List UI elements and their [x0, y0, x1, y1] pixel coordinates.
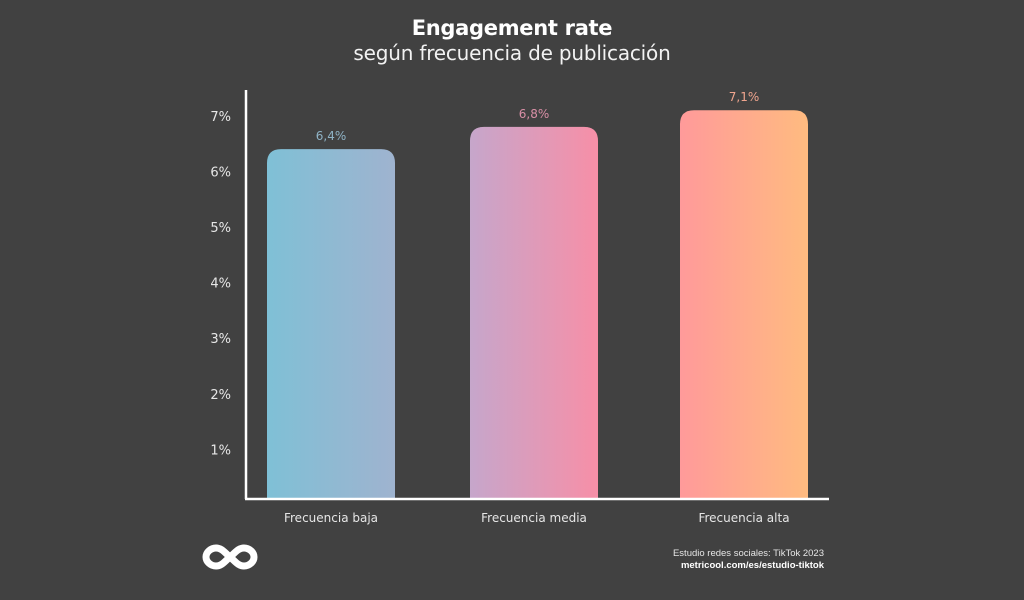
metricool-logo-icon: [202, 544, 258, 570]
bar: [267, 149, 395, 499]
chart-title: Engagement rate: [411, 16, 613, 40]
source-url[interactable]: metricool.com/es/estudio-tiktok: [680, 560, 824, 571]
source-credit: Estudio redes sociales: TikTok 2023 metr…: [673, 548, 824, 572]
y-tick-label: 5%: [210, 221, 231, 236]
x-category-label: Frecuencia baja: [284, 511, 378, 525]
y-tick-label: 7%: [210, 110, 231, 125]
chart-subtitle: según frecuencia de publicación: [353, 41, 671, 65]
value-label: 6,4%: [316, 129, 347, 143]
x-category-label: Frecuencia media: [481, 511, 587, 525]
value-label: 7,1%: [729, 90, 760, 104]
bar: [680, 110, 808, 500]
bar: [470, 126, 598, 500]
value-label: 6,8%: [519, 107, 550, 121]
source-line: Estudio redes sociales: TikTok 2023: [672, 548, 824, 559]
y-tick-label: 4%: [210, 277, 231, 292]
x-category-label: Frecuencia alta: [698, 511, 789, 525]
y-tick-label: 6%: [210, 165, 231, 180]
y-tick-label: 1%: [210, 443, 231, 458]
y-tick-label: 2%: [210, 388, 231, 403]
y-tick-label: 3%: [210, 332, 231, 347]
